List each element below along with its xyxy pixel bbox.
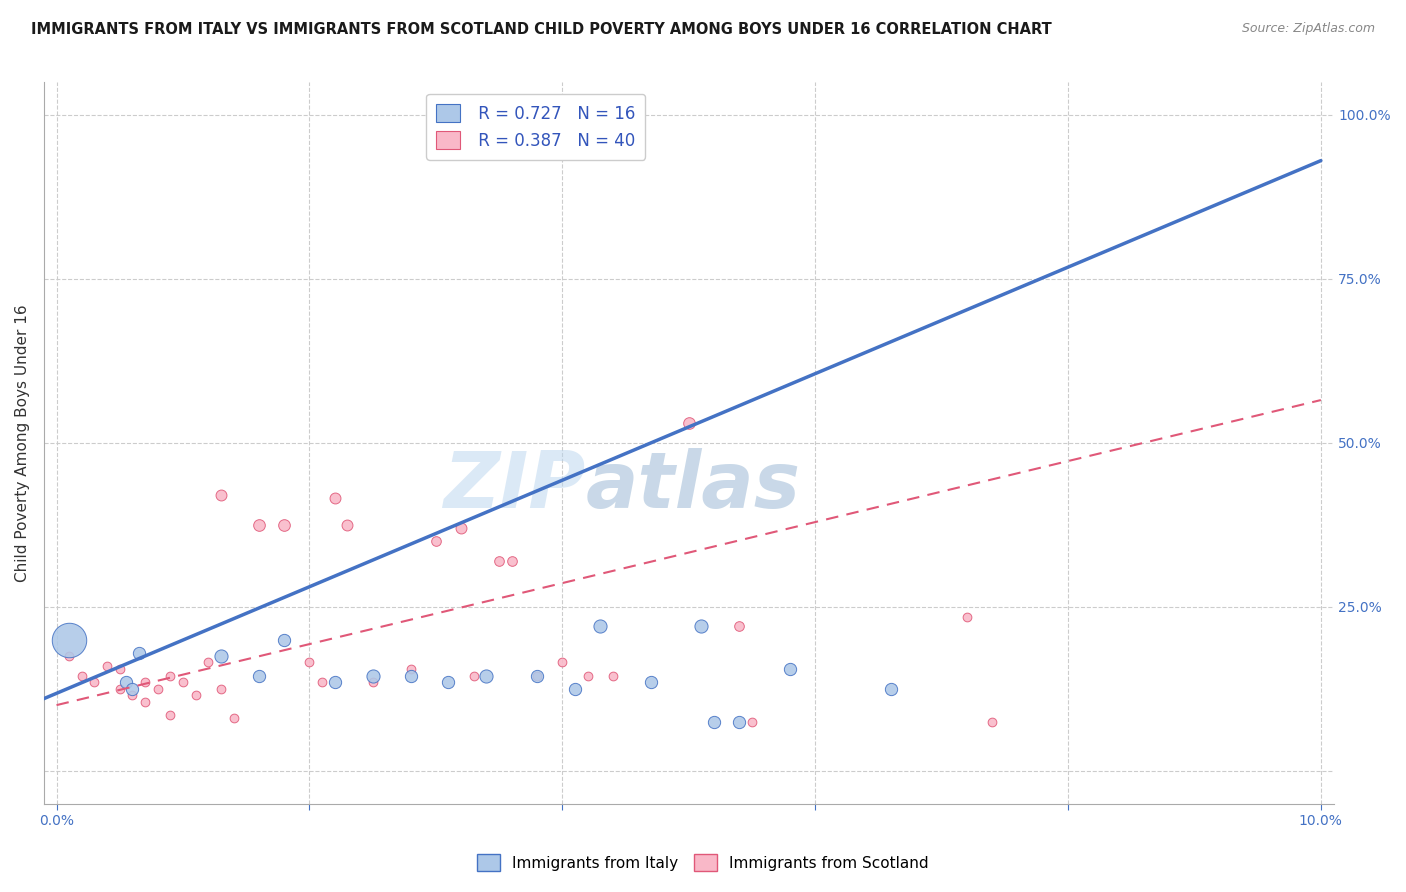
Text: ZIP: ZIP [443, 448, 585, 524]
Legend: Immigrants from Italy, Immigrants from Scotland: Immigrants from Italy, Immigrants from S… [471, 848, 935, 877]
Point [159, 668, 181, 682]
Point [981, 714, 1004, 729]
Point [58, 632, 80, 647]
Point [83, 675, 105, 690]
Point [678, 416, 700, 430]
Point [108, 662, 131, 676]
Point [361, 668, 384, 682]
Point [526, 668, 548, 682]
Point [58, 648, 80, 663]
Point [172, 675, 194, 690]
Point [247, 517, 270, 532]
Point [115, 675, 138, 690]
Point [121, 681, 143, 696]
Text: IMMIGRANTS FROM ITALY VS IMMIGRANTS FROM SCOTLAND CHILD POVERTY AMONG BOYS UNDER: IMMIGRANTS FROM ITALY VS IMMIGRANTS FROM… [31, 22, 1052, 37]
Point [880, 681, 903, 696]
Point [425, 534, 447, 549]
Point [488, 554, 510, 568]
Point [564, 681, 586, 696]
Point [128, 646, 150, 660]
Point [551, 656, 574, 670]
Y-axis label: Child Poverty Among Boys Under 16: Child Poverty Among Boys Under 16 [15, 304, 30, 582]
Point [298, 656, 321, 670]
Point [159, 708, 181, 723]
Point [121, 688, 143, 702]
Point [273, 517, 295, 532]
Point [399, 662, 422, 676]
Point [728, 714, 751, 729]
Point [640, 675, 662, 690]
Point [779, 662, 801, 676]
Point [501, 554, 523, 568]
Point [197, 656, 219, 670]
Point [703, 714, 725, 729]
Point [184, 688, 207, 702]
Point [222, 711, 245, 725]
Legend:  R = 0.727   N = 16,  R = 0.387   N = 40: R = 0.727 N = 16, R = 0.387 N = 40 [426, 94, 645, 160]
Point [247, 668, 270, 682]
Point [526, 668, 548, 682]
Point [108, 681, 131, 696]
Point [209, 681, 232, 696]
Point [96, 658, 118, 673]
Point [450, 521, 472, 535]
Text: Source: ZipAtlas.com: Source: ZipAtlas.com [1241, 22, 1375, 36]
Point [70, 668, 93, 682]
Text: atlas: atlas [585, 448, 800, 524]
Point [576, 668, 599, 682]
Point [273, 632, 295, 647]
Point [146, 681, 169, 696]
Point [323, 491, 346, 506]
Point [323, 675, 346, 690]
Point [741, 714, 763, 729]
Point [690, 619, 713, 633]
Point [209, 648, 232, 663]
Point [475, 668, 498, 682]
Point [589, 619, 612, 633]
Point [336, 517, 359, 532]
Point [728, 619, 751, 633]
Point [361, 675, 384, 690]
Point [956, 609, 979, 624]
Point [463, 668, 485, 682]
Point [399, 668, 422, 682]
Point [209, 488, 232, 502]
Point [134, 695, 156, 709]
Point [134, 675, 156, 690]
Point [602, 668, 624, 682]
Point [311, 675, 333, 690]
Point [437, 675, 460, 690]
